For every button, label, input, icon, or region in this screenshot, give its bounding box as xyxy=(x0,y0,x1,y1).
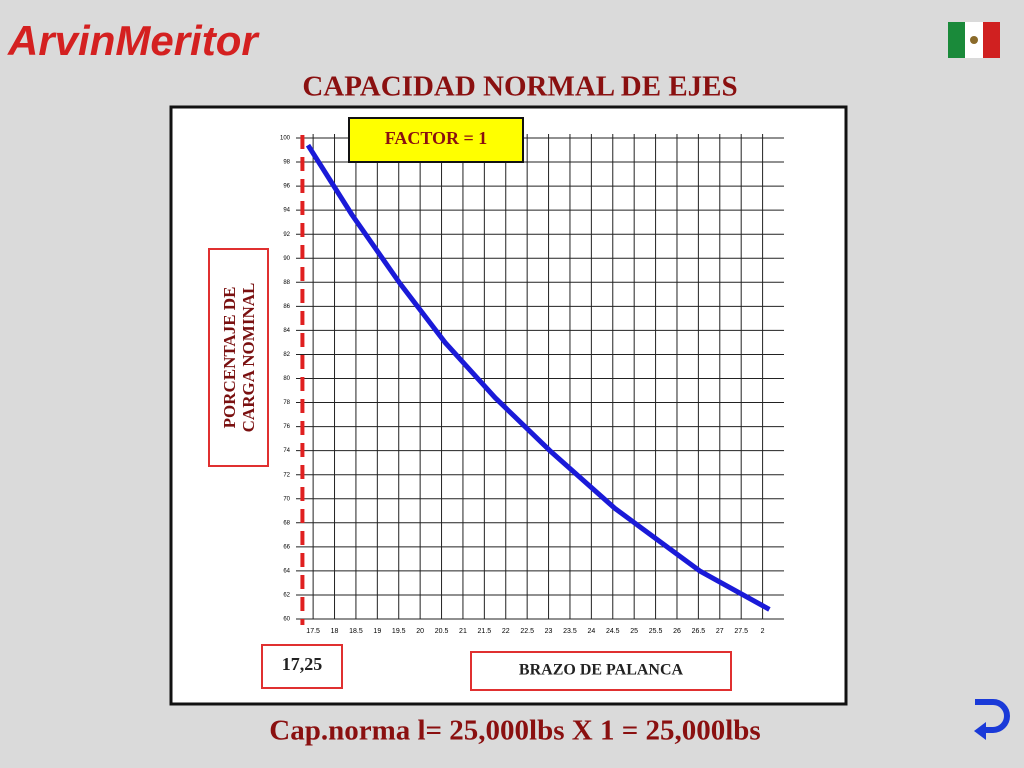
y-tick-label: 64 xyxy=(283,568,290,574)
logo: ArvinMeritor xyxy=(7,17,260,64)
x-tick-label: 21.5 xyxy=(478,628,492,635)
x-tick-label: 2 xyxy=(761,628,765,635)
footer: Cap.norma l= 25,000lbs X 1 = 25,000lbs xyxy=(269,715,760,747)
x-tick-label: 24 xyxy=(587,628,595,635)
y-tick-label: 78 xyxy=(283,400,290,406)
factor-box xyxy=(348,117,524,163)
y-tick-label: 62 xyxy=(283,593,290,599)
y-tick-label: 74 xyxy=(283,448,290,454)
x-tick-label: 18.5 xyxy=(349,628,363,635)
x-tick-label: 25.5 xyxy=(649,628,663,635)
x-tick-label: 26.5 xyxy=(692,628,706,635)
x-tick-label: 23.5 xyxy=(563,628,577,635)
marker-label: 17,25 xyxy=(282,654,323,674)
y-tick-label: 98 xyxy=(283,160,290,166)
y-tick-label: 92 xyxy=(283,232,290,238)
return-icon[interactable] xyxy=(974,699,1010,740)
y-tick-label: 86 xyxy=(283,304,290,310)
x-tick-label: 17.5 xyxy=(306,628,320,635)
y-tick-label: 84 xyxy=(283,328,290,334)
x-tick-label: 19 xyxy=(373,628,381,635)
x-tick-label: 25 xyxy=(630,628,638,635)
x-axis-label: BRAZO DE PALANCA xyxy=(519,662,684,679)
x-tick-label: 26 xyxy=(673,628,681,635)
annotation: FACTOR = 1 xyxy=(385,128,488,148)
x-tick-label: 27.5 xyxy=(734,628,748,635)
chart-title: CAPACIDAD NORMAL DE EJES xyxy=(302,71,737,103)
y-tick-label: 70 xyxy=(283,496,290,502)
x-tick-label: 24.5 xyxy=(606,628,620,635)
x-tick-label: 21 xyxy=(459,628,467,635)
y-tick-label: 66 xyxy=(283,544,290,550)
y-tick-label: 80 xyxy=(283,376,290,382)
flag xyxy=(948,22,1000,58)
chart-frame xyxy=(169,105,848,706)
y-tick-label: 90 xyxy=(283,256,290,262)
y-tick-label: 82 xyxy=(283,352,290,358)
y-tick-label: 76 xyxy=(283,424,290,430)
x-tick-label: 22 xyxy=(502,628,510,635)
x-tick-label: 20 xyxy=(416,628,424,635)
x-tick-label: 18 xyxy=(331,628,339,635)
y-tick-label: 96 xyxy=(283,184,290,190)
y-tick-label: 88 xyxy=(283,280,290,286)
y-tick-label: 94 xyxy=(283,208,290,214)
y-tick-label: 68 xyxy=(283,520,290,526)
x-tick-label: 19.5 xyxy=(392,628,406,635)
x-tick-label: 20.5 xyxy=(435,628,449,635)
y-tick-label: 100 xyxy=(280,136,291,142)
y-tick-label: 60 xyxy=(283,617,290,623)
curve xyxy=(305,143,771,612)
marker-box xyxy=(261,644,343,689)
x-tick-label: 22.5 xyxy=(520,628,534,635)
y-axis-label: PORCENTAJE DE CARGA NOMINAL xyxy=(207,247,269,467)
x-tick-label: 27 xyxy=(716,628,724,635)
y-tick-label: 72 xyxy=(283,472,290,478)
xlabel-box xyxy=(470,651,732,691)
x-tick-label: 23 xyxy=(545,628,553,635)
